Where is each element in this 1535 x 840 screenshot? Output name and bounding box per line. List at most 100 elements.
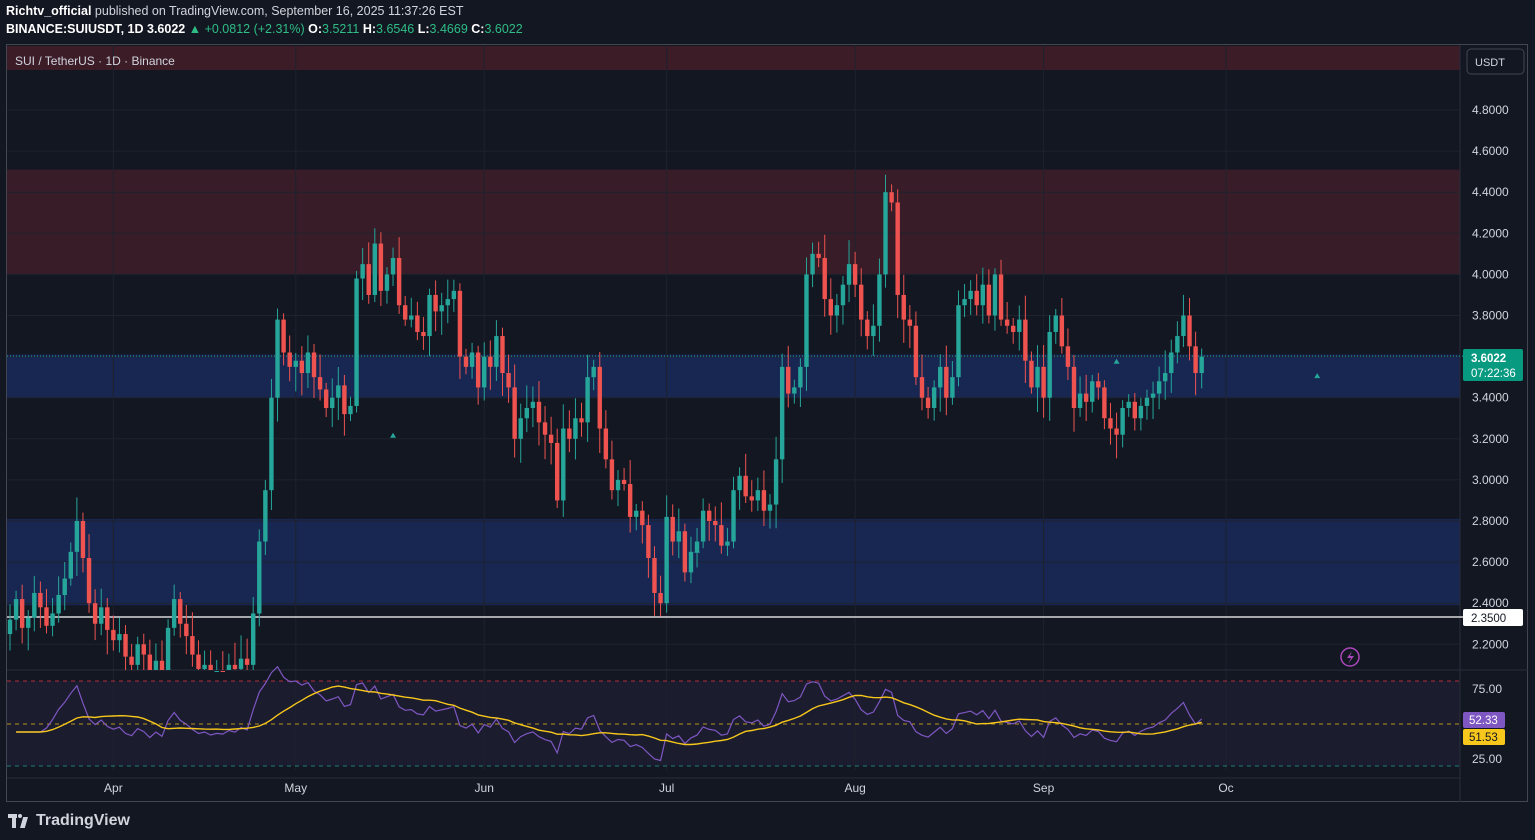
candle-body [749, 496, 754, 501]
candle [968, 280, 973, 315]
candle-body [488, 356, 493, 367]
candle-body [38, 592, 43, 608]
candle-body [536, 401, 542, 423]
candle-body [123, 634, 128, 657]
candle-body [1096, 381, 1101, 388]
candle-body [919, 377, 925, 398]
candle [488, 340, 493, 390]
candle [962, 283, 967, 318]
candle [682, 523, 688, 582]
zone-layer [7, 46, 1460, 766]
candle [1187, 297, 1192, 361]
candle [725, 527, 730, 556]
high-value: 3.6546 [376, 22, 415, 36]
candle-body [603, 428, 609, 460]
low-label: L: [417, 22, 430, 36]
candle [1144, 389, 1150, 420]
candle [579, 402, 584, 437]
candle [105, 597, 110, 655]
candle-body [482, 356, 487, 388]
candle [609, 440, 615, 500]
candle [409, 297, 414, 328]
candle-body [1132, 401, 1137, 419]
candle-body [117, 634, 122, 641]
candle-body [384, 274, 390, 291]
candle-body [956, 305, 961, 378]
currency-button[interactable]: USDT [1475, 57, 1505, 69]
footer-brand[interactable]: TradingView [8, 812, 130, 830]
candle [129, 643, 134, 670]
high-label: H: [362, 22, 377, 36]
candle-body [463, 356, 469, 367]
x-tick-label: May [284, 781, 307, 795]
published-text: published on TradingView.com, September … [94, 4, 464, 18]
candle-body [415, 315, 420, 332]
rsi-tick-label: 25.00 [1472, 752, 1502, 766]
currency-button-box[interactable] [1466, 48, 1525, 75]
candle-body [621, 479, 627, 485]
publisher-name[interactable]: Richtv_official [6, 4, 92, 18]
candle-body [670, 516, 675, 542]
candle-body [457, 290, 463, 357]
candle [1114, 412, 1119, 459]
candle-body [816, 253, 821, 258]
candle-body [1199, 356, 1204, 374]
candle [159, 640, 165, 670]
candle [615, 470, 621, 507]
candle [950, 360, 955, 405]
candle [390, 247, 396, 287]
candle [536, 381, 542, 446]
candle [694, 527, 700, 568]
candle [1175, 321, 1180, 364]
candle-body [530, 401, 536, 408]
candle-body [615, 479, 621, 491]
candle-body [1004, 319, 1010, 326]
x-tick-label: Apr [104, 781, 123, 795]
candle-body [731, 490, 736, 542]
candle-body [877, 274, 882, 326]
candle [208, 650, 213, 670]
candle-body [640, 510, 645, 526]
candle [317, 354, 323, 401]
candle [226, 653, 232, 670]
candle [719, 502, 724, 554]
y-tick-label: 4.8000 [1472, 103, 1509, 117]
candle-body [573, 418, 578, 439]
close-value: 3.6022 [484, 22, 523, 36]
candle-body [542, 422, 548, 435]
candle-body [737, 475, 742, 491]
candle-body [421, 331, 426, 337]
candle-body [1071, 366, 1077, 408]
candle-body [998, 274, 1004, 320]
candle [238, 635, 244, 670]
lightning-icon[interactable] [1340, 647, 1360, 667]
candle [56, 576, 61, 623]
candle [366, 242, 371, 304]
candle-body [159, 660, 165, 670]
candle-body [147, 654, 153, 670]
candle [439, 292, 444, 335]
candle-body [579, 418, 584, 423]
rsi-layer [7, 665, 1460, 767]
candle [828, 278, 833, 335]
candle [396, 237, 402, 314]
y-tick-label: 3.8000 [1472, 309, 1509, 323]
y-tick-label: 4.0000 [1472, 267, 1509, 281]
candle-body [32, 592, 37, 618]
candle [998, 259, 1004, 326]
candle [859, 268, 864, 337]
candle [342, 374, 347, 436]
candle-body [1065, 346, 1071, 367]
candle [1077, 376, 1083, 417]
y-tick-label: 4.4000 [1472, 185, 1509, 199]
candle-body [700, 510, 706, 542]
candle [202, 650, 207, 670]
candle [1102, 380, 1107, 430]
candle-body [141, 644, 146, 655]
candle-body [859, 284, 864, 320]
candle [731, 476, 736, 549]
candle-body [707, 510, 712, 521]
candle [378, 232, 384, 307]
pane-title: SUI / TetherUS · 1D · Binance [15, 54, 175, 68]
